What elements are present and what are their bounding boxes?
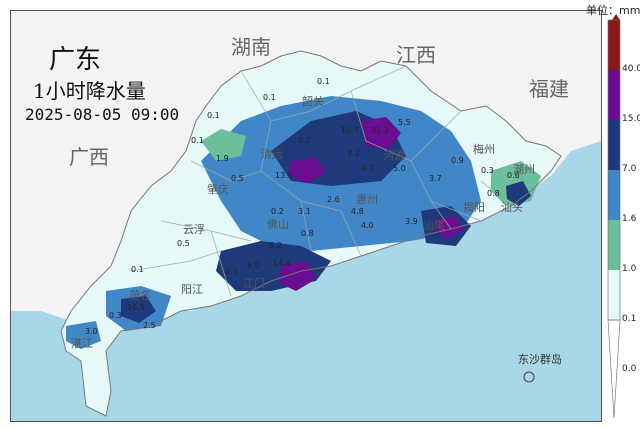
island-label: 东沙群岛: [518, 353, 562, 366]
station-value: 4.0: [361, 221, 374, 230]
province-boundary: [60, 50, 562, 417]
island-symbol: [523, 371, 535, 383]
legend-band: [608, 220, 620, 270]
city-label: 梅州: [473, 143, 495, 156]
city-label: 韶关: [302, 95, 324, 108]
legend-tick: 40.0: [622, 64, 640, 74]
legend-band: [608, 270, 620, 320]
legend-tick: 0.0: [622, 364, 637, 374]
station-value: 0.5: [231, 174, 244, 183]
legend-colorbar: [607, 14, 621, 419]
station-value: 0.1: [263, 93, 276, 102]
map-subtitle: 1小时降水量: [33, 79, 146, 103]
station-value: 0.1: [191, 136, 204, 145]
station-value: 0.8: [301, 229, 314, 238]
city-label: 惠州: [356, 193, 378, 206]
rain-zone-leizhou: [66, 321, 101, 349]
station-value: 4.7: [361, 164, 374, 173]
legend-unit: 单位：mm: [586, 4, 640, 17]
station-value: 0.3: [481, 166, 494, 175]
legend-band: [608, 70, 620, 120]
station-value: 0.2: [271, 207, 284, 216]
station-value: 2.5: [143, 321, 156, 330]
station-value: 6.0: [247, 261, 260, 270]
city-label: 茂名: [129, 289, 151, 302]
map-title: 广东: [49, 45, 102, 75]
legend-frame: [607, 19, 621, 321]
city-label: 潮州: [513, 163, 535, 176]
city-label: 云浮: [183, 223, 205, 236]
station-value: 10.7: [341, 126, 359, 135]
rainfall-map: 广东 1小时降水量 2025-08-05 09:00 湖南 江西 福建 广西 韶…: [10, 10, 602, 422]
city-label: 江门: [243, 277, 265, 290]
station-value: 6.2: [269, 241, 282, 250]
legend-band-40: [612, 14, 620, 20]
region-guangxi: 广西: [69, 145, 109, 169]
city-label: 清远: [261, 148, 283, 161]
station-value: 0.1: [131, 265, 144, 274]
legend-tick: 0.1: [622, 314, 637, 324]
legend-tick: 1.6: [622, 214, 637, 224]
station-value: 0.5: [225, 267, 238, 276]
legend-tick: 7.0: [622, 164, 637, 174]
city-label: 揭阳: [463, 201, 485, 214]
city-label: 佛山: [267, 218, 289, 231]
station-value: 0.2: [298, 136, 311, 145]
station-value: 13.0: [275, 171, 293, 180]
legend-tick: 15.0: [622, 114, 640, 124]
rain-zone-green-west: [201, 129, 246, 161]
legend-band: [608, 170, 620, 220]
station-value: 0.1: [207, 111, 220, 120]
station-value: 3.7: [429, 174, 442, 183]
legend-band: [608, 20, 620, 70]
station-value: 0.6: [507, 171, 520, 180]
legend-band: [608, 120, 620, 170]
map-canvas: [11, 50, 601, 421]
rain-zone-purple-north: [361, 117, 401, 149]
station-value: 3.1: [298, 207, 311, 216]
city-label: 汕头: [501, 201, 523, 214]
rain-zone-purple-qingyuan: [289, 157, 326, 183]
legend-band: [607, 319, 621, 419]
city-label: 汕尾: [423, 219, 445, 232]
station-value: 7.2: [347, 149, 360, 158]
station-value: 0.8: [487, 189, 500, 198]
rain-zone-dark-west: [121, 296, 156, 323]
station-value: 5.0: [393, 164, 406, 173]
city-label: 肇庆: [207, 183, 229, 196]
station-value: 4.8: [351, 207, 364, 216]
region-jiangxi: 江西: [396, 43, 436, 67]
rain-zone-purple-south: [279, 261, 316, 291]
city-boundaries: [130, 65, 512, 297]
city-label: 阳江: [181, 283, 203, 296]
region-fujian: 福建: [529, 77, 569, 101]
map-datetime: 2025-08-05 09:00: [25, 105, 180, 124]
station-value: 0.9: [451, 156, 464, 165]
station-value: 14.4: [273, 259, 291, 268]
station-value: 31.2: [371, 126, 389, 135]
station-value: 3.9: [405, 217, 418, 226]
station-value: 0.5: [177, 239, 190, 248]
station-value: 3.0: [85, 327, 98, 336]
station-value: 5.5: [398, 118, 411, 127]
legend-tick: 1.0: [622, 264, 637, 274]
station-value: 2.6: [327, 195, 340, 204]
station-value: 16.5: [127, 303, 145, 312]
station-value: 1.9: [216, 154, 229, 163]
station-value: 0.1: [317, 77, 330, 86]
rain-zone-northeast: [506, 181, 531, 206]
rain-zone-purple-east: [435, 216, 463, 239]
city-label: 河源: [383, 149, 405, 162]
station-value: 0.3: [109, 311, 122, 320]
city-label: 湛江: [71, 337, 93, 350]
region-hunan: 湖南: [231, 35, 271, 59]
